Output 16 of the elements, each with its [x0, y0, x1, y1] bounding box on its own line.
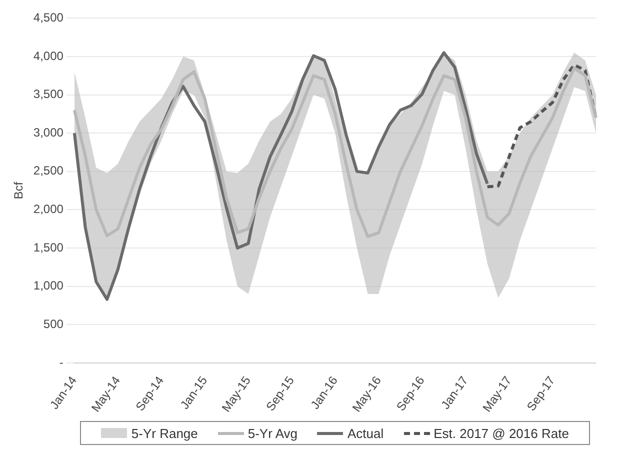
text: 5-Yr Range — [131, 426, 198, 440]
y-tick-label: 3,500 — [33, 87, 64, 102]
y-tick-label: 4,500 — [33, 10, 64, 25]
y-tick-label: - — [59, 355, 64, 370]
line-series — [486, 63, 598, 188]
y-tick-label: 2,500 — [33, 164, 64, 178]
y-tick-label: 3,000 — [33, 125, 64, 140]
legend-label: 5-Yr Avg — [248, 426, 298, 440]
y-tick-label: 1,500 — [33, 240, 64, 254]
y-axis-title: Bcf — [12, 181, 26, 200]
y-tick-label: 1,000 — [33, 278, 64, 293]
y-tick-label: 4,000 — [33, 48, 64, 63]
y-tick-label: 500 — [43, 316, 64, 331]
legend-label: Est. 2017 @ 2016 Rate — [434, 426, 569, 440]
y-tick-label: 2,000 — [33, 202, 64, 216]
legend-label: Actual — [347, 426, 384, 440]
